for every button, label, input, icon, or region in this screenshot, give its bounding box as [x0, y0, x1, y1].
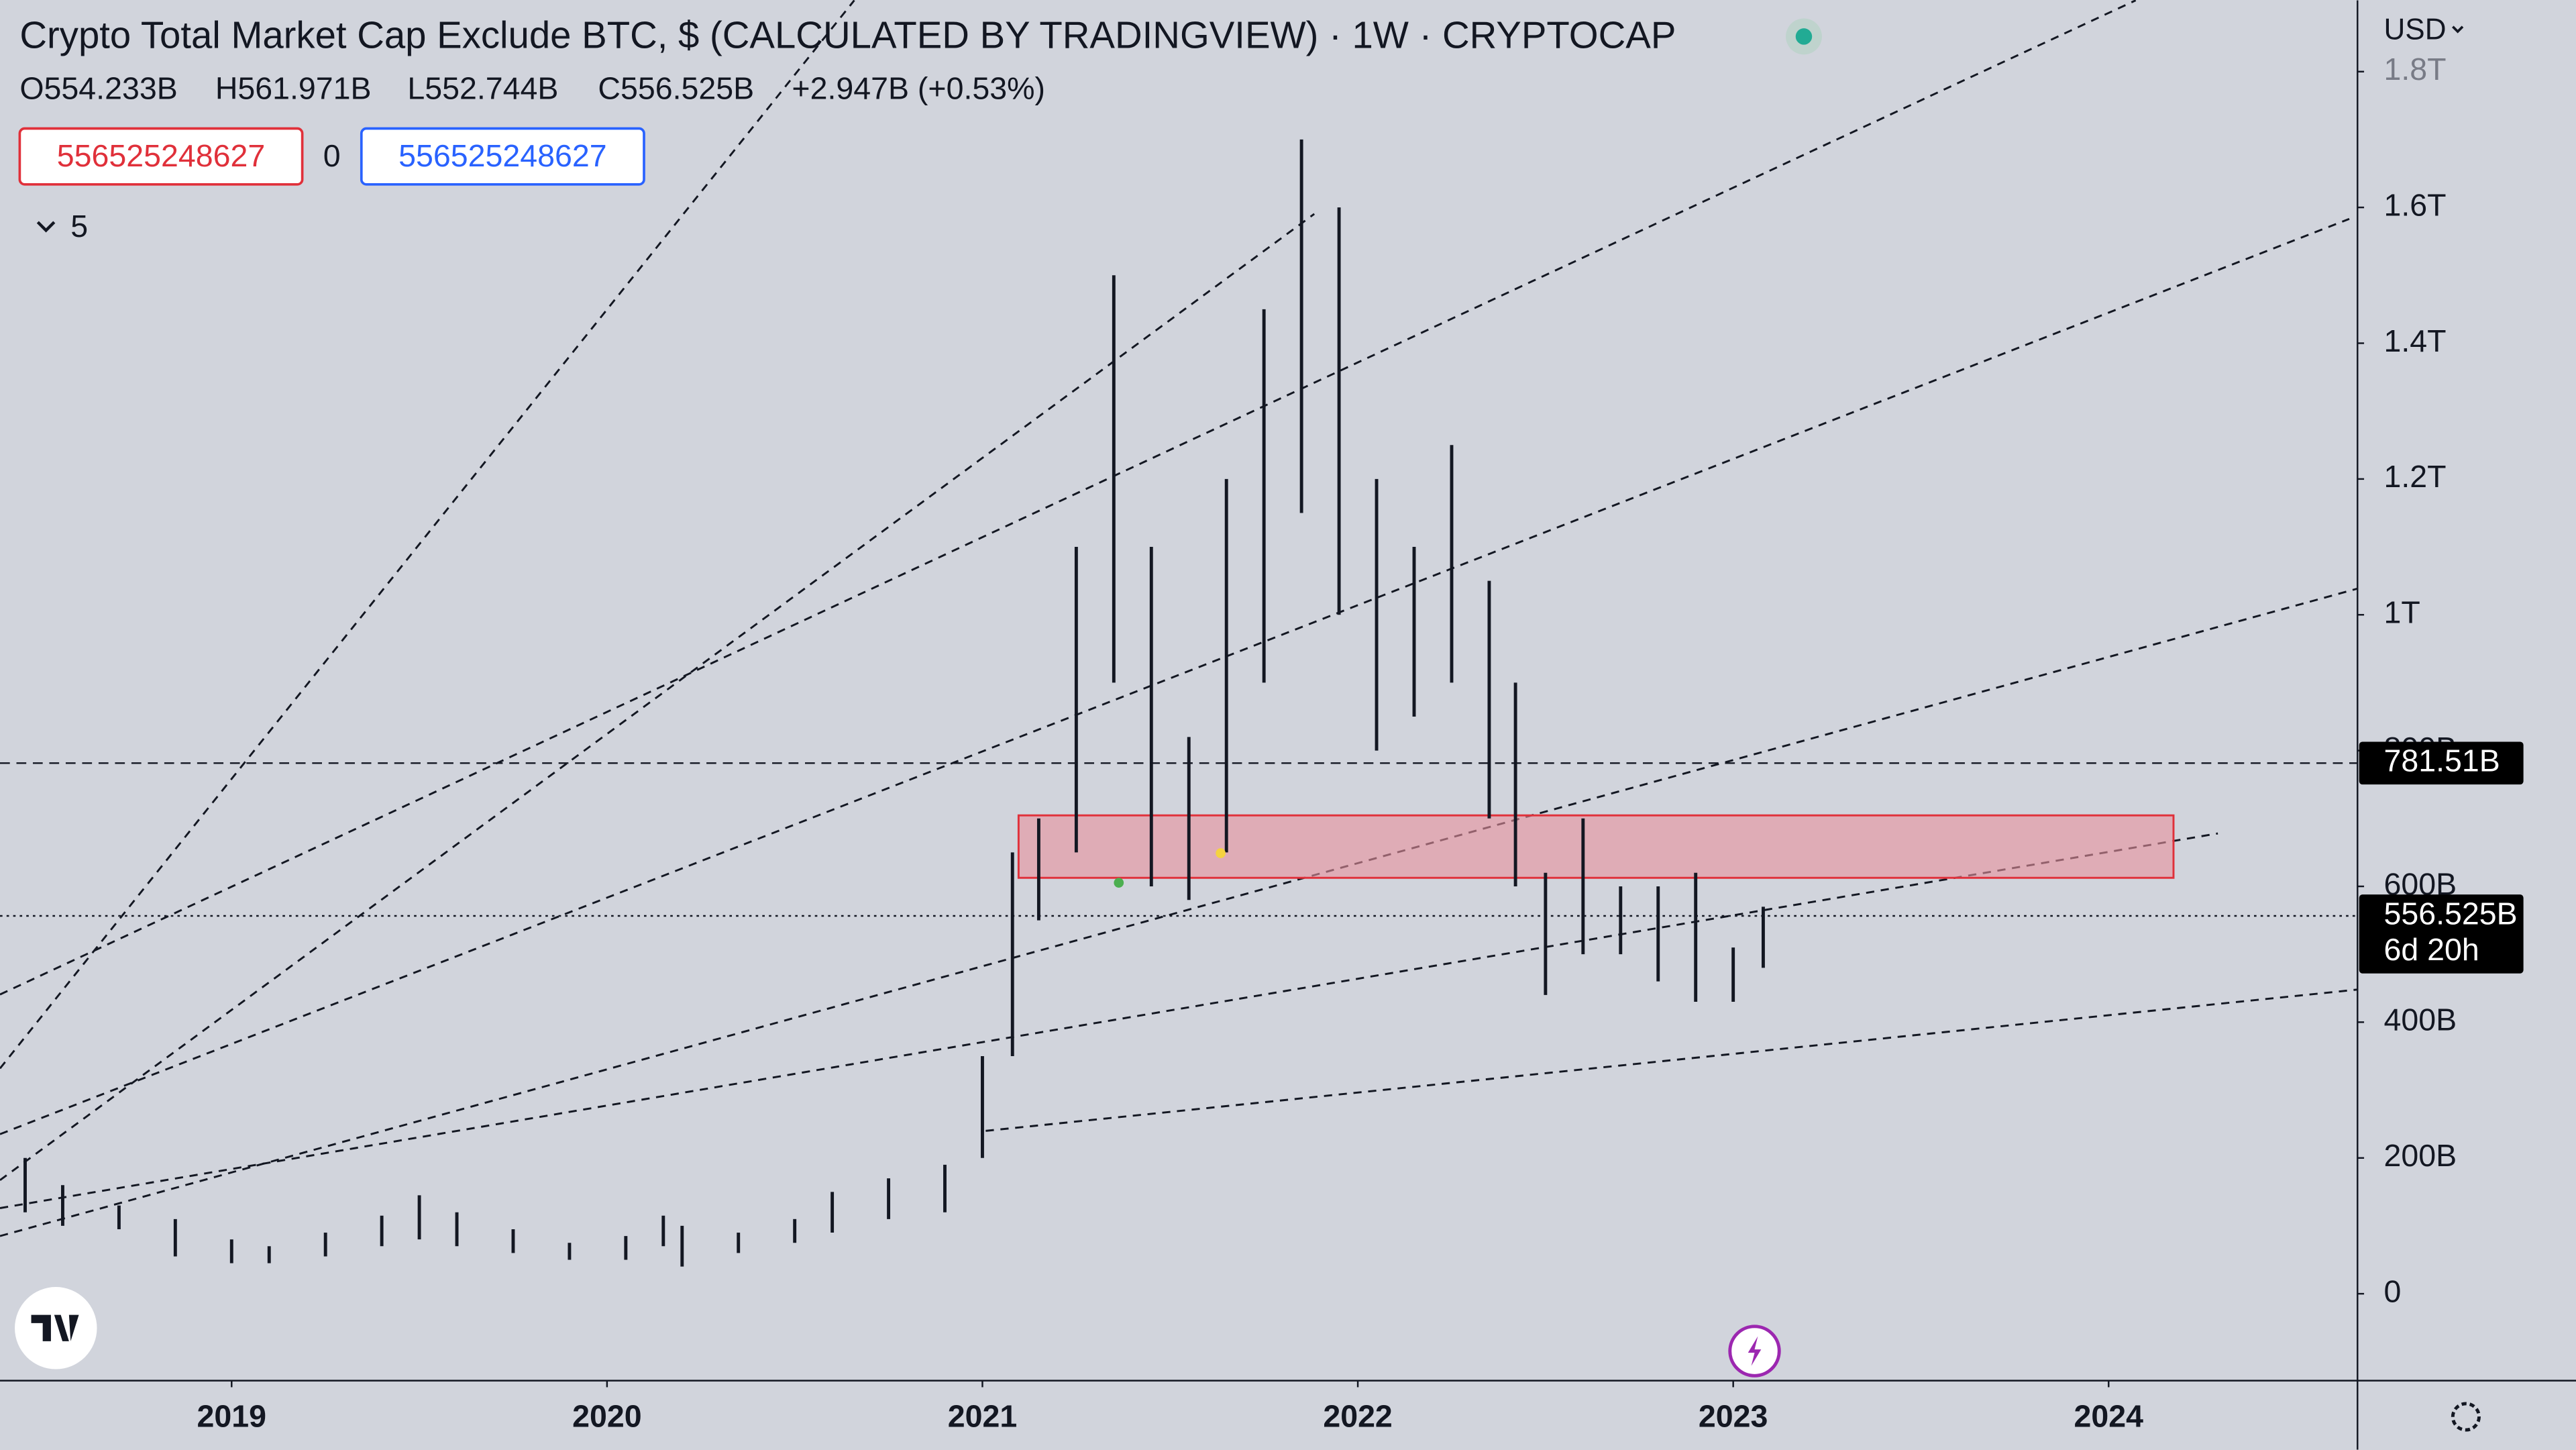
input-value: 556525248627 [398, 138, 606, 173]
axes: 2019202020212022202320240200B400B600B800… [0, 52, 2524, 1433]
price-label-box [2359, 741, 2524, 785]
trend-line [985, 988, 2358, 1132]
y-tick-label: 1.8T [2383, 52, 2446, 87]
y-tick-label: 1T [2383, 595, 2420, 630]
x-tick-label: 2019 [197, 1398, 266, 1433]
status-dot [1795, 28, 1813, 45]
chart-title: Crypto Total Market Cap Exclude BTC, $ (… [19, 14, 1676, 56]
input-value: 556525248627 [57, 138, 265, 173]
bolt [1748, 1336, 1762, 1366]
ohlc-open: O554.233B [19, 70, 177, 105]
trend-line [0, 0, 855, 1070]
input-separator: 0 [323, 138, 341, 173]
input-box[interactable] [18, 127, 304, 186]
y-tick-label: 400B [2383, 1002, 2457, 1037]
input-box[interactable] [360, 127, 645, 186]
y-tick-label: 1.2T [2383, 459, 2446, 494]
y-tick-label: 1.6T [2383, 187, 2446, 222]
price-label: 781.51B [2383, 743, 2500, 778]
x-tick-label: 2020 [572, 1398, 641, 1433]
signal-dot [1114, 878, 1124, 888]
price-axis [2357, 0, 2576, 1450]
logo[interactable] [15, 1287, 97, 1369]
x-tick-label: 2023 [1699, 1398, 1768, 1433]
price-bars [23, 139, 1765, 1267]
y-tick-label: 200B [2383, 1138, 2457, 1173]
price-label-box [2359, 894, 2524, 974]
x-tick-label: 2022 [1323, 1398, 1392, 1433]
y-tick-label: 0 [2383, 1274, 2401, 1308]
currency-caret [2452, 25, 2464, 34]
indicator-count: 5 [70, 209, 88, 244]
settings-icon[interactable] [2451, 1402, 2481, 1432]
x-tick-label: 2024 [2074, 1398, 2144, 1433]
ohlc-low: L552.744B [407, 70, 558, 105]
trend-line [0, 213, 1316, 1182]
signal-dot [1216, 848, 1226, 858]
price-label: 556.525B [2383, 896, 2517, 931]
ohlc-change: +2.947B (+0.53%) [792, 70, 1045, 105]
collapse-icon[interactable] [36, 221, 56, 233]
trend-lines [0, 0, 2358, 1237]
y-tick-label: 1.4T [2383, 323, 2446, 358]
trend-line [0, 0, 2137, 996]
ohlc-high: H561.971B [215, 70, 372, 105]
x-tick-label: 2021 [948, 1398, 1017, 1433]
logo-mark [31, 1314, 79, 1341]
ohlc-close: C556.525B [598, 70, 754, 105]
supply-zone [1017, 814, 2175, 879]
currency[interactable]: USD [2383, 13, 2446, 46]
countdown: 6d 20h [2383, 932, 2479, 967]
trend-line [0, 217, 2350, 1135]
trend-line [0, 832, 2218, 1209]
